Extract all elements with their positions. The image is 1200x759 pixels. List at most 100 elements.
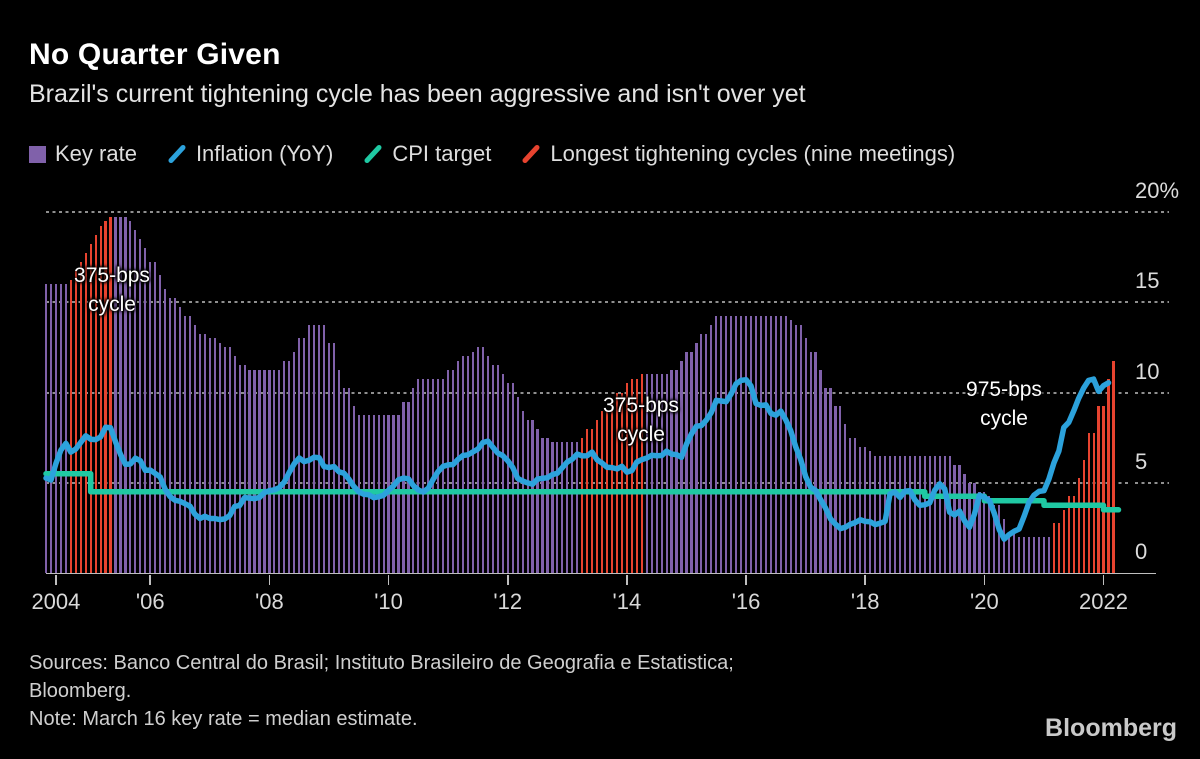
key-rate-bar [437,378,440,573]
key-rate-bar [387,415,390,573]
key-rate-bar [198,333,201,573]
legend: Key rate Inflation (YoY) CPI target Long… [29,140,955,168]
key-rate-bar [898,455,902,573]
key-rate-bar [953,464,956,573]
inflation-line-icon [167,144,187,164]
key-rate-bar [173,297,177,573]
sources-text-line1: Sources: Banco Central do Brasil; Instit… [29,652,734,674]
key-rate-bar-cycle [591,428,594,573]
key-rate-bar [764,315,767,573]
key-rate-bar [561,442,564,573]
key-rate-bar [551,442,554,573]
key-rate-bar [332,342,336,573]
key-rate-bar [794,324,797,573]
key-rate-bar-cycle [1107,378,1110,573]
key-rate-bar [193,324,197,573]
sources-text-line2: Bloomberg. [29,680,132,702]
cpi-target-line-icon [363,144,383,164]
x-axis-label: 2022 [1079,589,1128,614]
key-rate-bar [317,324,321,573]
y-gridline-stub [1135,391,1169,394]
key-rate-bar [874,455,877,573]
x-axis-tick [55,574,57,585]
y-gridline [46,211,1128,213]
tightening-cycle-line-icon [521,144,541,164]
key-rate-bar-cycle [1097,406,1100,573]
key-rate-bar [313,324,316,573]
key-rate-bar [993,505,996,573]
key-rate-bar [695,342,698,573]
key-rate-bar [844,424,847,573]
key-rate-bar [744,315,748,573]
key-rate-bar [382,415,385,573]
legend-label: Inflation (YoY) [195,141,334,166]
key-rate-bar [963,473,966,573]
key-rate-bar [526,419,529,573]
key-rate-bar [908,455,911,573]
key-rate-bar [308,324,311,573]
key-rate-bar [342,387,345,573]
key-rate-bar [188,315,192,573]
key-rate-bar [337,369,341,573]
key-rate-bar [784,315,787,573]
key-rate-bar [576,442,579,573]
key-rate-bar [933,455,936,573]
key-rate-bar [397,415,400,573]
key-rate-bar [273,369,276,573]
x-axis-label: '20 [970,589,999,614]
key-rate-bar [799,324,802,573]
y-axis-label: 0 [1135,539,1148,564]
key-rate-bar-cycle [1072,496,1075,573]
y-gridline-stub [1135,481,1169,484]
legend-item-key-rate: Key rate [29,141,137,167]
legend-label: CPI target [392,141,492,166]
y-gridline-stub [1135,301,1169,304]
key-rate-bar [501,374,504,573]
key-rate-bar-cycle [1077,478,1080,573]
key-rate-bar [893,455,897,573]
key-rate-bar [377,415,380,573]
y-axis-label: 20% [1135,178,1180,203]
cycle-annotation: 375-bps cycle [74,264,150,316]
legend-item-tightening-cycles: Longest tightening cycles (nine meetings… [521,141,955,167]
note-text: Note: March 16 key rate = median estimat… [29,708,418,730]
x-axis-tick [745,574,747,585]
cycle-annotation: 975-bps cycle [966,378,1042,430]
key-rate-bar-cycle [1062,509,1065,573]
key-rate-bar [417,378,420,573]
key-rate-bar [749,315,753,573]
key-rate-bar [690,351,693,573]
key-rate-bar [834,406,837,573]
key-rate-bar [1003,518,1006,573]
key-rate-bar [546,437,549,573]
x-axis-tick [1102,574,1105,585]
key-rate-bar-cycle [1092,433,1095,573]
key-rate-bar [258,369,261,573]
key-rate-bar [183,315,187,573]
key-rate-bar [223,347,226,573]
key-rate-bar [968,482,971,573]
key-rate-bar [178,306,182,573]
y-axis-label: 10 [1135,358,1160,384]
key-rate-bar [208,338,211,573]
key-rate-bar [1027,536,1031,573]
key-rate-bar [859,446,862,573]
key-rate-bar-cycle [1067,496,1070,573]
key-rate-bar [958,464,961,573]
key-rate-bar [854,437,857,573]
key-rate-bar [789,320,792,573]
key-rate-bar [283,360,286,573]
key-rate-bar [1047,536,1051,573]
key-rate-bar [918,455,921,573]
key-rate-bar [298,338,301,573]
key-rate-bar [556,442,559,573]
key-rate-bar-cycle [1082,460,1085,573]
x-axis-label: '10 [374,589,403,614]
key-rate-bar [303,338,306,573]
key-rate-bar [213,338,216,573]
key-rate-bar [372,415,375,573]
key-rate-bar [491,365,494,573]
bloomberg-logo: Bloomberg [1045,714,1177,742]
key-rate-bar [571,442,574,573]
